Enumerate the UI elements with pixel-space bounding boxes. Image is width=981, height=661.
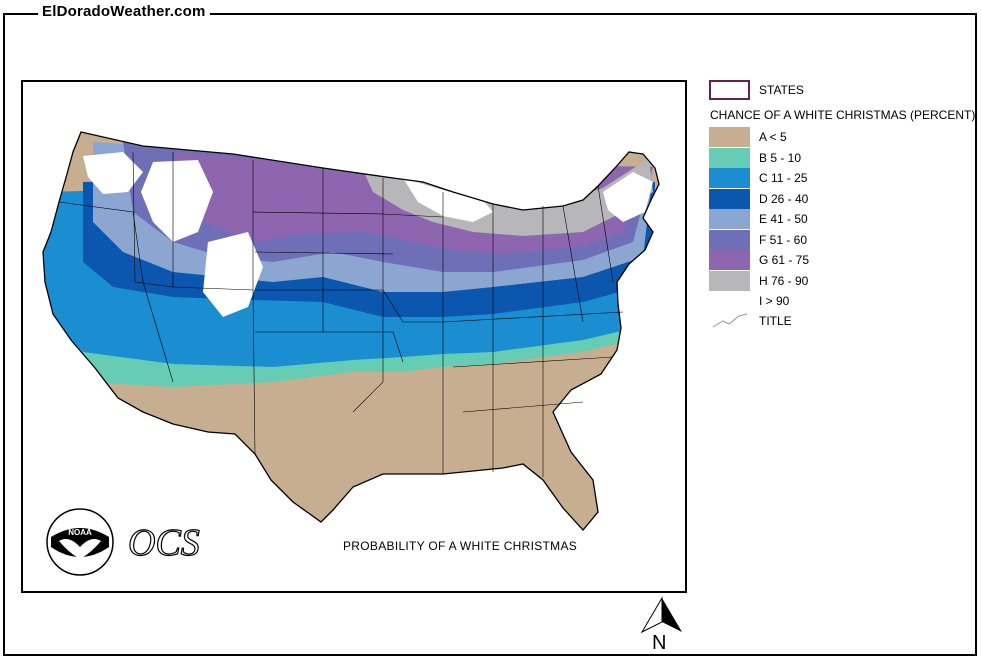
zone-i-upper-midwest [403,178,493,222]
zone-i-colorado-rockies [203,232,263,317]
us-outline [42,131,660,531]
legend-swatch [709,229,750,250]
legend-item-label: G 61 - 75 [759,253,810,267]
legend-item-label: E 41 - 50 [759,212,808,226]
legend-item: D 26 - 40 [709,188,809,209]
legend-item: H 76 - 90 [709,270,809,291]
legend-item-label: D 26 - 40 [759,191,809,206]
map-footer-title: PROBABILITY OF A WHITE CHRISTMAS [343,539,578,553]
north-arrow-icon [640,596,682,634]
us-map: NOAA OCS [42,131,660,576]
legend-states-label: STATES [759,83,804,97]
legend-swatch [709,188,750,209]
legend-swatch [709,209,750,229]
legend-swatch [709,291,750,311]
legend-item-label: A < 5 [759,130,787,144]
outer-frame [3,13,977,656]
legend-states-row: STATES [709,80,804,100]
zone-i-northern-rockies [141,160,213,242]
zone-i-new-england [603,172,653,222]
site-title[interactable]: ElDoradoWeather.com [38,3,210,20]
map-panel: NOAA OCS PROBABILITY OF A WHITE CHRISTMA… [21,80,687,593]
north-letter: N [652,632,667,654]
legend-heading: CHANCE OF A WHITE CHRISTMAS (PERCENT) [710,108,976,122]
legend-item: G 61 - 75 [709,250,809,270]
legend-item: A < 5 [709,127,787,147]
legend-item-label: F 51 - 60 [759,232,808,247]
state-boundaries [58,151,624,477]
legend-item: F 51 - 60 [709,229,808,250]
legend-swatch [709,168,750,188]
legend-item-label: H 76 - 90 [759,273,809,288]
legend-item: I > 90 [709,291,789,311]
legend-swatch [709,270,750,291]
legend-item-label: B 5 - 10 [759,150,802,165]
states-swatch [709,80,750,100]
legend-swatch [709,250,750,270]
legend-swatch [709,147,750,168]
noaa-logo: NOAA [46,508,114,576]
legend-item: E 41 - 50 [709,209,808,229]
zone-i-cascades [83,152,143,194]
legend-title-label: TITLE [759,314,792,328]
snow-probability-zones [43,132,659,530]
legend-item: B 5 - 10 [709,147,802,168]
legend-item-label: I > 90 [759,294,790,308]
noaa-text: NOAA [68,528,92,537]
legend: STATES CHANCE OF A WHITE CHRISTMAS (PERC… [709,79,981,339]
title-line-icon [712,313,748,328]
legend-item: C 11 - 25 [709,168,807,188]
legend-title-row: TITLE [709,311,792,331]
north-arrow: N [638,596,688,658]
ocs-logo: OCS [128,522,200,564]
legend-item-label: C 11 - 25 [759,171,808,185]
legend-swatch [709,127,750,147]
